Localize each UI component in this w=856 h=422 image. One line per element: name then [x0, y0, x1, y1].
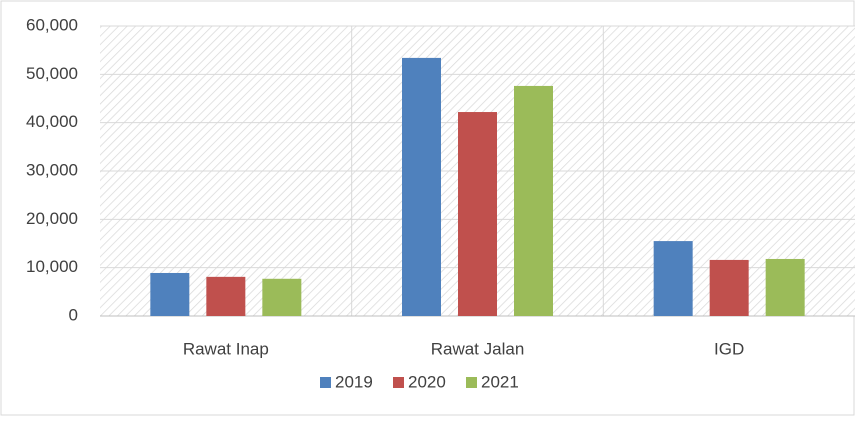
- bar: [402, 57, 441, 317]
- legend-swatch: [393, 377, 404, 388]
- y-tick-label: 60,000: [26, 15, 78, 34]
- bar: [458, 112, 497, 317]
- legend-swatch: [466, 377, 477, 388]
- x-tick-label: Rawat Jalan: [431, 339, 525, 358]
- y-tick-label: 30,000: [26, 160, 78, 179]
- legend-label: 2020: [408, 372, 446, 391]
- x-tick-label: IGD: [714, 339, 744, 358]
- y-tick-label: 50,000: [26, 64, 78, 83]
- bar: [150, 272, 190, 316]
- bar: [709, 259, 749, 316]
- y-tick-label: 0: [69, 305, 78, 324]
- y-tick-label: 40,000: [26, 112, 78, 131]
- bar: [765, 258, 805, 316]
- legend-swatch: [320, 377, 331, 388]
- y-tick-label: 20,000: [26, 209, 78, 228]
- legend-label: 2021: [481, 372, 519, 391]
- bar: [206, 276, 246, 316]
- legend-label: 2019: [335, 372, 373, 391]
- bar: [514, 85, 553, 316]
- bar: [262, 278, 302, 316]
- y-tick-label: 10,000: [26, 257, 78, 276]
- x-tick-label: Rawat Inap: [183, 339, 269, 358]
- bar: [653, 241, 693, 316]
